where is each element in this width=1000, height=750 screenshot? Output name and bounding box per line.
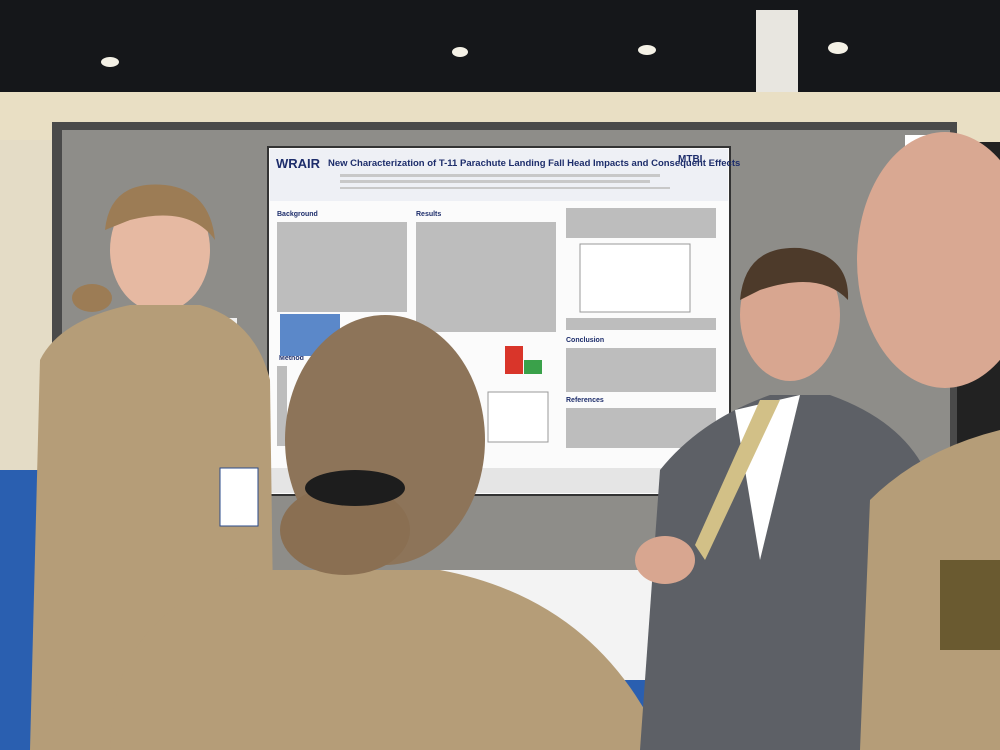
- bar-figure: [505, 346, 523, 374]
- poster-title: New Characterization of T-11 Parachute L…: [328, 158, 740, 169]
- ceiling-lights: [101, 42, 848, 67]
- ceiling: [0, 0, 1000, 95]
- body-text: [277, 208, 716, 448]
- section-heading: Background: [277, 211, 318, 218]
- section-heading: Method: [279, 355, 304, 362]
- section-heading: Results: [416, 211, 441, 218]
- logo-left: WRAIR: [276, 156, 321, 171]
- person-right: [857, 132, 1000, 750]
- person-center-right: [635, 247, 930, 750]
- person-back: [110, 315, 665, 750]
- line-figure: [487, 391, 549, 443]
- logo-right: MTBI: [678, 154, 703, 165]
- bar-figure: [524, 360, 542, 374]
- scatter-figure: [579, 243, 691, 313]
- poster: WRAIR New Characterization of T-11 Parac…: [267, 146, 740, 496]
- section-heading: Conclusion: [566, 337, 604, 344]
- author-lines: [340, 174, 670, 189]
- section-heading: References: [566, 397, 604, 404]
